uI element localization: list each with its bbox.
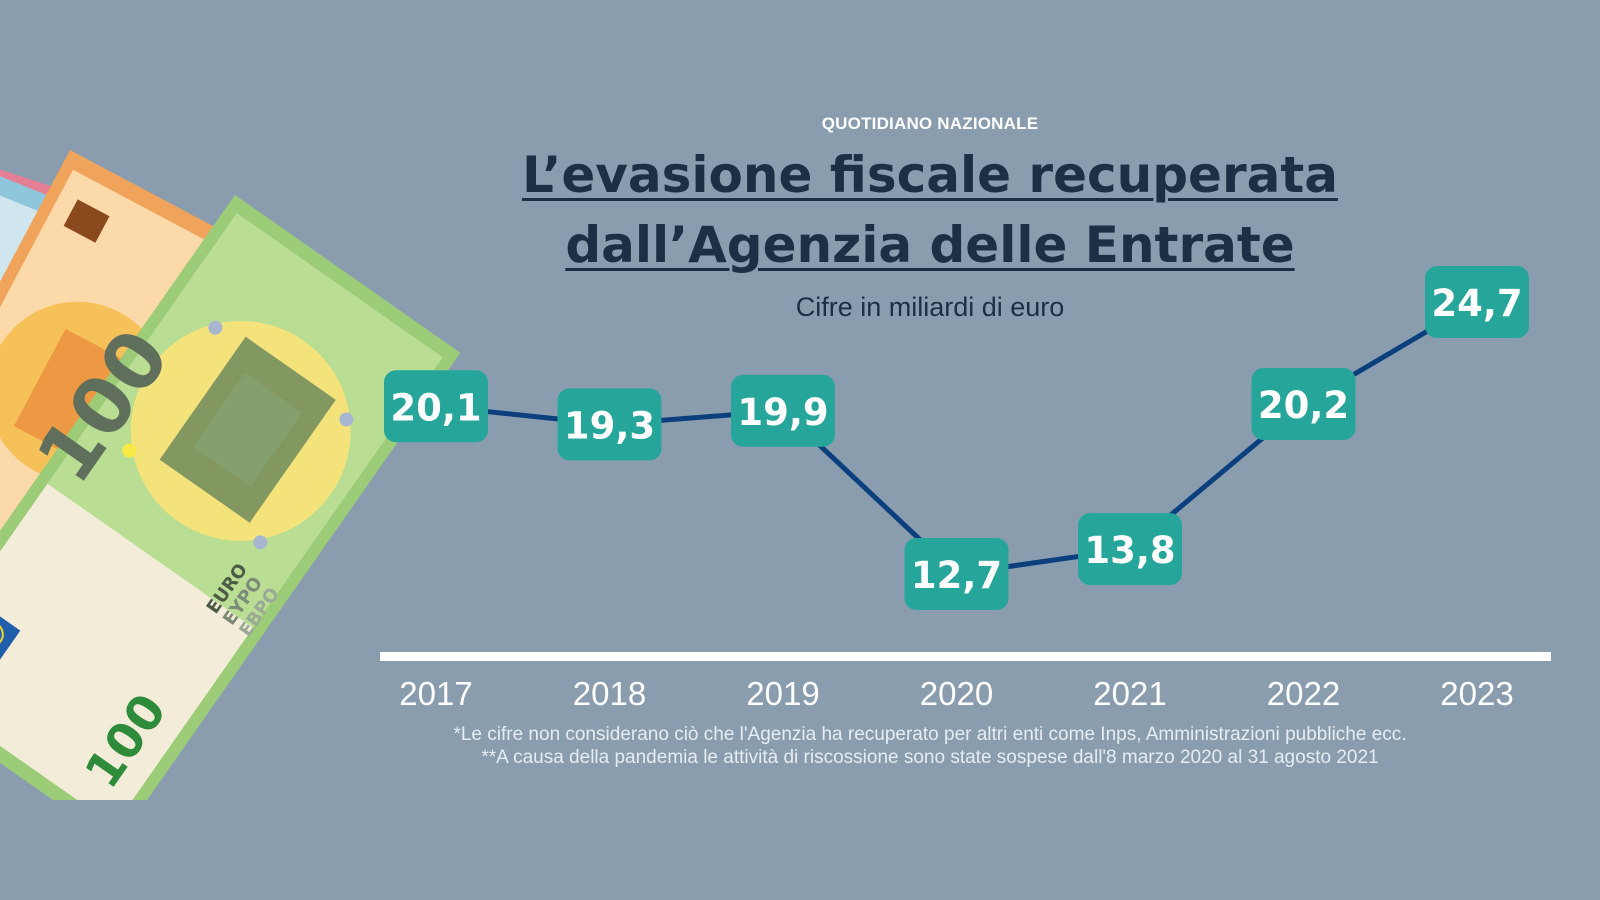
x-tick-label: 2017 [399,675,472,712]
x-tick-label: 2019 [746,675,819,712]
x-tick-label: 2021 [1093,675,1166,712]
data-point-2021: 13,8 [1078,513,1182,586]
x-axis-line [380,652,1551,661]
data-label: 13,8 [1084,529,1175,572]
data-point-2023: 24,7 [1425,266,1529,338]
data-label: 24,7 [1431,282,1522,325]
data-label: 20,2 [1258,384,1349,427]
data-point-2019: 19,9 [731,374,835,447]
title-line-2: dall’Agenzia delle Entrate [565,216,1295,274]
data-point-box [1251,368,1356,440]
x-tick-label: 2022 [1267,675,1340,712]
data-label: 19,9 [737,391,828,434]
data-point-box [1078,513,1182,586]
publisher-label: QUOTIDIANO NAZIONALE [821,114,1039,133]
labels-layer: 20,1 19,3 19,9 12,7 13,8 20,2 24,7 [384,266,1529,610]
footnote-2: **A causa della pandemia le attività di … [481,747,1379,768]
data-point-2022: 20,2 [1251,368,1356,440]
x-tick-label: 2023 [1440,675,1513,712]
footnote-1: *Le cifre non considerano ciò che l'Agen… [453,724,1407,745]
data-point-2018: 19,3 [557,388,662,461]
data-point-2020: 12,7 [904,538,1009,610]
euro-banknotes-icon: 50 100 EURO EYPO ЕВРО 100 [0,150,461,800]
chart-title: L’evasione fiscale recuperata dall’Agenz… [440,140,1420,280]
data-label: 19,3 [564,404,655,447]
chart-subtitle: Cifre in miliardi di euro [795,292,1065,322]
x-axis-ticks: 2017 2018 2019 2020 2021 2022 2023 [399,675,1513,712]
x-tick-label: 2018 [573,675,646,712]
data-label: 12,7 [911,554,1002,597]
data-label: 20,1 [390,386,481,429]
data-point-box [1425,266,1529,338]
title-line-1: L’evasione fiscale recuperata [522,146,1338,204]
data-point-box [384,370,488,443]
data-point-box [904,538,1009,610]
data-point-2017: 20,1 [384,370,488,443]
data-point-box [557,388,662,461]
x-tick-label: 2020 [920,675,993,712]
data-point-box [731,374,835,447]
